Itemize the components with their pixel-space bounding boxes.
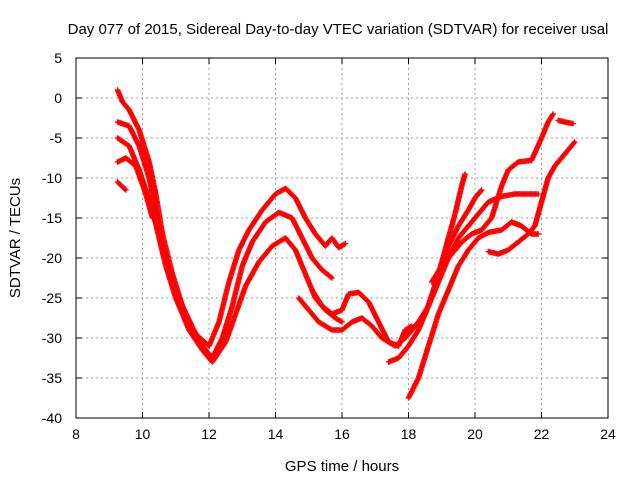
- data-point-marker: [342, 240, 349, 247]
- data-point-marker: [328, 274, 334, 280]
- plot-area: [114, 87, 578, 401]
- y-tick-label: -30: [42, 330, 62, 346]
- data-point-marker: [570, 120, 576, 127]
- y-tick-label: -20: [42, 250, 62, 266]
- data-point-marker: [149, 215, 156, 221]
- y-tick-label: 5: [54, 50, 62, 66]
- series-trace-4: [114, 155, 156, 221]
- x-tick-label: 16: [334, 426, 350, 442]
- data-point-marker: [535, 231, 541, 237]
- data-point-marker: [329, 275, 335, 281]
- series-trace-13: [555, 117, 576, 127]
- data-point-marker: [341, 241, 348, 248]
- data-point-marker: [122, 186, 128, 192]
- series-trace-7: [309, 287, 415, 349]
- data-point-marker: [550, 111, 556, 117]
- y-tick-label: -25: [42, 290, 62, 306]
- data-point-marker: [338, 318, 344, 325]
- y-tick-label: -5: [50, 130, 63, 146]
- y-tick-label: -35: [42, 370, 62, 386]
- x-tick-label: 8: [72, 426, 80, 442]
- data-point-marker: [478, 187, 485, 193]
- y-tick-label: -10: [42, 170, 62, 186]
- data-point-marker: [339, 319, 345, 325]
- data-point-marker: [123, 187, 129, 193]
- y-tick-label: -15: [42, 210, 62, 226]
- x-axis-tick-labels: 8 10 12 14 16 18 20 22 24: [72, 426, 616, 442]
- y-axis-label: SDTVAR / TECUs: [7, 178, 24, 298]
- series-trace-11: [428, 111, 556, 285]
- series-trace-5: [114, 179, 129, 193]
- data-point-marker: [478, 188, 484, 194]
- y-tick-label: -40: [42, 410, 62, 426]
- series-trace-12: [485, 139, 578, 257]
- x-tick-label: 12: [201, 426, 217, 442]
- y-axis-tick-labels: 5 0 -5 -10 -15 -20 -25 -30 -35 -40: [42, 50, 62, 426]
- y-tick-label: 0: [54, 90, 62, 106]
- data-point-marker: [571, 139, 578, 145]
- x-axis-label: GPS time / hours: [285, 458, 399, 475]
- x-tick-label: 14: [268, 426, 284, 442]
- data-point-marker: [462, 171, 468, 177]
- grid-lines: [76, 58, 608, 418]
- x-tick-label: 18: [401, 426, 417, 442]
- series-trace-9: [405, 219, 541, 401]
- x-tick-label: 22: [534, 426, 550, 442]
- axis-ticks: [75, 57, 609, 419]
- data-point-marker: [535, 191, 541, 197]
- x-tick-label: 24: [600, 426, 616, 442]
- x-tick-label: 20: [467, 426, 483, 442]
- data-point-marker: [571, 140, 577, 146]
- chart-title: Day 077 of 2015, Sidereal Day-to-day VTE…: [68, 21, 609, 38]
- x-tick-label: 10: [135, 426, 151, 442]
